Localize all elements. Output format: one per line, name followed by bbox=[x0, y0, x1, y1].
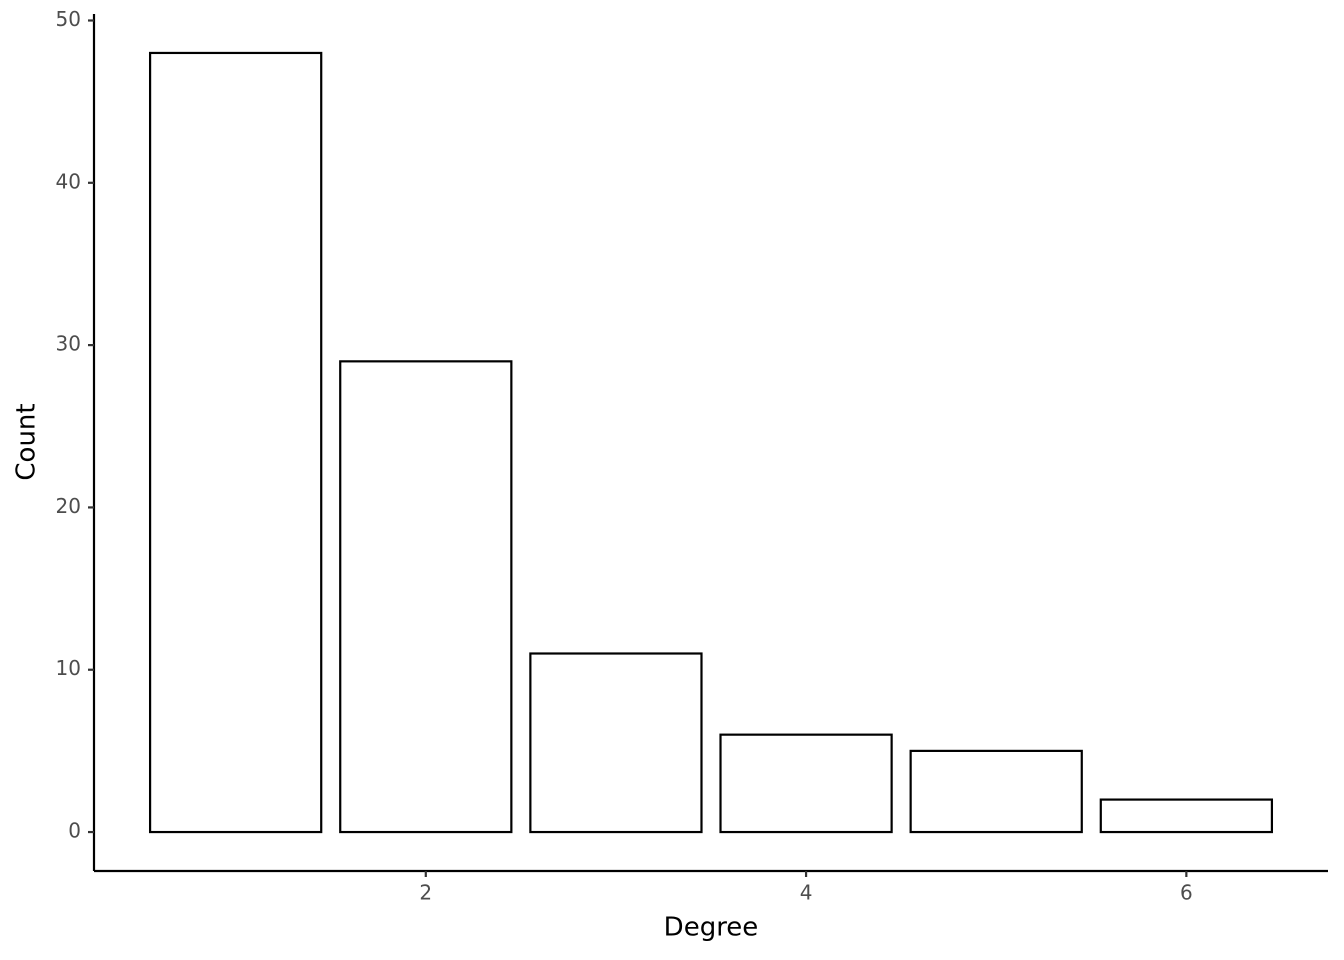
bar bbox=[148, 51, 323, 834]
bar bbox=[339, 360, 513, 834]
x-axis-title: Degree bbox=[664, 913, 759, 943]
y-tick-label: 10 bbox=[56, 656, 81, 680]
bar bbox=[1099, 798, 1274, 834]
x-tick-label: 4 bbox=[800, 881, 813, 905]
y-tick-label: 50 bbox=[56, 7, 81, 31]
y-axis-title: Count bbox=[12, 403, 42, 480]
bar bbox=[529, 652, 703, 834]
y-tick-label: 30 bbox=[56, 332, 81, 356]
y-tick-label: 0 bbox=[68, 819, 81, 843]
bar bbox=[909, 749, 1083, 834]
y-tick-label: 40 bbox=[56, 169, 81, 193]
x-tick-label: 2 bbox=[419, 881, 432, 905]
x-tick-label: 6 bbox=[1180, 881, 1193, 905]
bar bbox=[719, 733, 893, 834]
y-tick-label: 20 bbox=[56, 494, 81, 518]
